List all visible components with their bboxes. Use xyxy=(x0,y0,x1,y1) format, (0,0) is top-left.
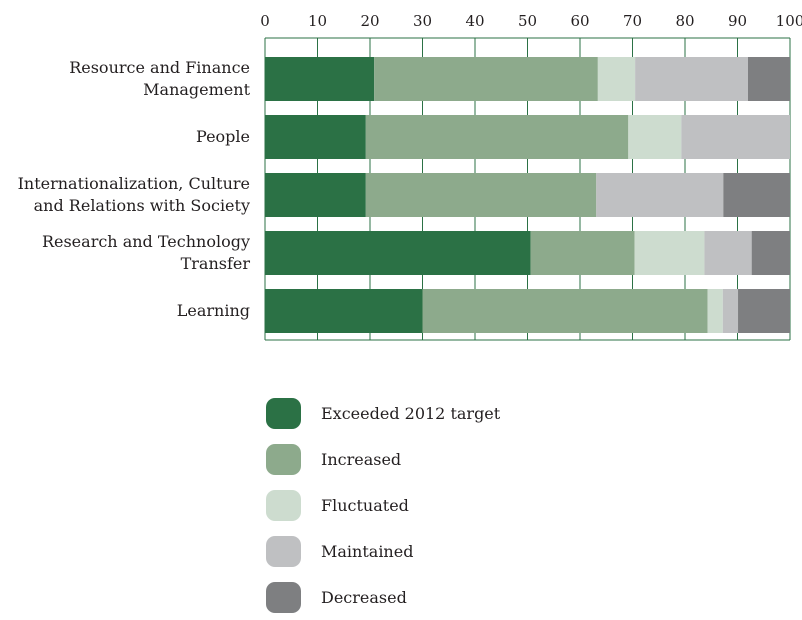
bar-segment xyxy=(681,115,790,159)
bar-segment xyxy=(704,231,752,275)
legend-swatch xyxy=(266,397,301,429)
bar-segment xyxy=(265,57,375,101)
stacked-bar-chart: 0 10 20 30 40 50 60 70 80 90 100 Resource and Fina… xyxy=(18,12,802,341)
legend-swatch xyxy=(266,581,301,613)
legend-swatch xyxy=(266,443,301,475)
bars xyxy=(265,57,790,333)
category-label: Research and Technology xyxy=(42,232,250,251)
x-tick-label: 30 xyxy=(413,12,432,30)
bar-segment xyxy=(723,173,790,217)
bar-segment xyxy=(738,289,790,333)
x-tick-label: 0 xyxy=(260,12,270,30)
category-label: Internationalization, Culture xyxy=(18,174,250,193)
bar-segment xyxy=(596,173,724,217)
legend-label: Increased xyxy=(321,449,402,469)
category-label: and Relations with Society xyxy=(34,196,250,215)
bar-segment xyxy=(265,289,423,333)
legend-label: Decreased xyxy=(321,587,407,607)
bar-segment xyxy=(265,115,366,159)
legend-item: Exceeded 2012 target xyxy=(266,390,500,436)
legend-item: Maintained xyxy=(266,528,500,574)
x-tick-label: 60 xyxy=(570,12,589,30)
x-tick-label: 50 xyxy=(518,12,537,30)
x-axis-ticks: 0 10 20 30 40 50 60 70 80 90 100 xyxy=(260,12,802,30)
category-label: People xyxy=(196,127,250,146)
x-tick-label: 90 xyxy=(728,12,747,30)
legend-item: Increased xyxy=(266,436,500,482)
x-tick-label: 40 xyxy=(465,12,484,30)
legend-swatch xyxy=(266,535,301,567)
bar-segment xyxy=(597,57,636,101)
bar-segment xyxy=(365,115,629,159)
legend-label: Maintained xyxy=(321,541,414,561)
x-tick-label: 80 xyxy=(675,12,694,30)
category-label: Resource and Finance xyxy=(69,58,250,77)
x-tick-label: 70 xyxy=(623,12,642,30)
legend: Exceeded 2012 target Increased Fluctuated M… xyxy=(266,390,500,620)
category-labels: Resource and Finance Management People Inte… xyxy=(18,58,251,320)
x-tick-label: 20 xyxy=(360,12,379,30)
category-label: Learning xyxy=(177,301,250,320)
bar-segment xyxy=(634,231,705,275)
bar-segment xyxy=(422,289,708,333)
bar-segment xyxy=(374,57,598,101)
bar-segment xyxy=(722,289,739,333)
bar-segment xyxy=(751,231,790,275)
legend-swatch xyxy=(266,489,301,521)
category-label: Management xyxy=(143,80,250,99)
bar-segment xyxy=(265,173,366,217)
bar-segment xyxy=(707,289,723,333)
bar-segment xyxy=(365,173,597,217)
x-tick-label: 10 xyxy=(308,12,327,30)
bar-segment xyxy=(628,115,682,159)
bar-segment xyxy=(265,231,531,275)
legend-label: Fluctuated xyxy=(321,495,409,515)
legend-label: Exceeded 2012 target xyxy=(321,403,501,423)
bar-segment xyxy=(530,231,635,275)
legend-item: Fluctuated xyxy=(266,482,500,528)
bar-segment xyxy=(748,57,790,101)
x-tick-label: 100 xyxy=(776,12,802,30)
legend-item: Decreased xyxy=(266,574,500,620)
category-label: Transfer xyxy=(181,254,251,273)
bar-segment xyxy=(635,57,748,101)
